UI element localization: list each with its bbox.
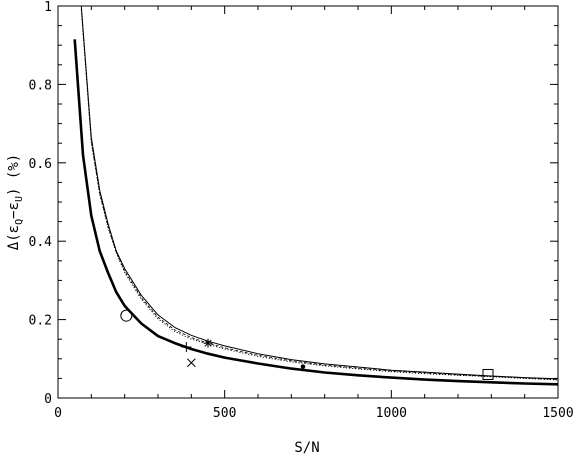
x-tick-label: 1500 — [542, 406, 573, 421]
x-tick-label: 0 — [54, 406, 62, 421]
marker-square — [482, 368, 494, 380]
marker-circle — [120, 309, 133, 322]
axis-ticks — [57, 5, 559, 399]
x-tick-label: 500 — [213, 406, 236, 421]
series-line-1 — [73, 39, 559, 386]
x-axis-label: S/N — [294, 440, 319, 456]
y-label-tail: ) (%) — [6, 154, 22, 196]
y-axis-label: Δ(εQ−εU) (%) — [6, 154, 25, 250]
y-tick-label: 0.8 — [29, 78, 52, 93]
y-label-sub-u: U — [14, 196, 25, 202]
y-tick-label: 1 — [44, 0, 52, 15]
y-label-mid: −ε — [6, 202, 22, 219]
y-label-sub-q: Q — [14, 219, 25, 225]
series-line-4 — [80, 7, 559, 380]
marker-plus — [181, 342, 192, 353]
plot-frame — [57, 5, 559, 399]
series-line-2 — [80, 5, 559, 380]
marker-cross — [186, 358, 196, 368]
tick-labels: 0 500 1000 1500 0 0.2 0.4 0.6 0.8 1 — [29, 0, 574, 421]
series-layer — [73, 5, 559, 386]
y-label-lead: Δ(ε — [6, 225, 22, 250]
y-tick-label: 0.2 — [29, 314, 52, 329]
points-layer — [120, 309, 494, 380]
series-line-3 — [80, 9, 559, 381]
y-tick-label: 0.4 — [29, 235, 53, 250]
marker-dot — [300, 364, 306, 369]
y-tick-label: 0 — [44, 392, 52, 407]
marker-asterisk — [203, 338, 213, 348]
x-tick-label: 1000 — [376, 406, 407, 421]
y-tick-label: 0.6 — [29, 157, 52, 172]
